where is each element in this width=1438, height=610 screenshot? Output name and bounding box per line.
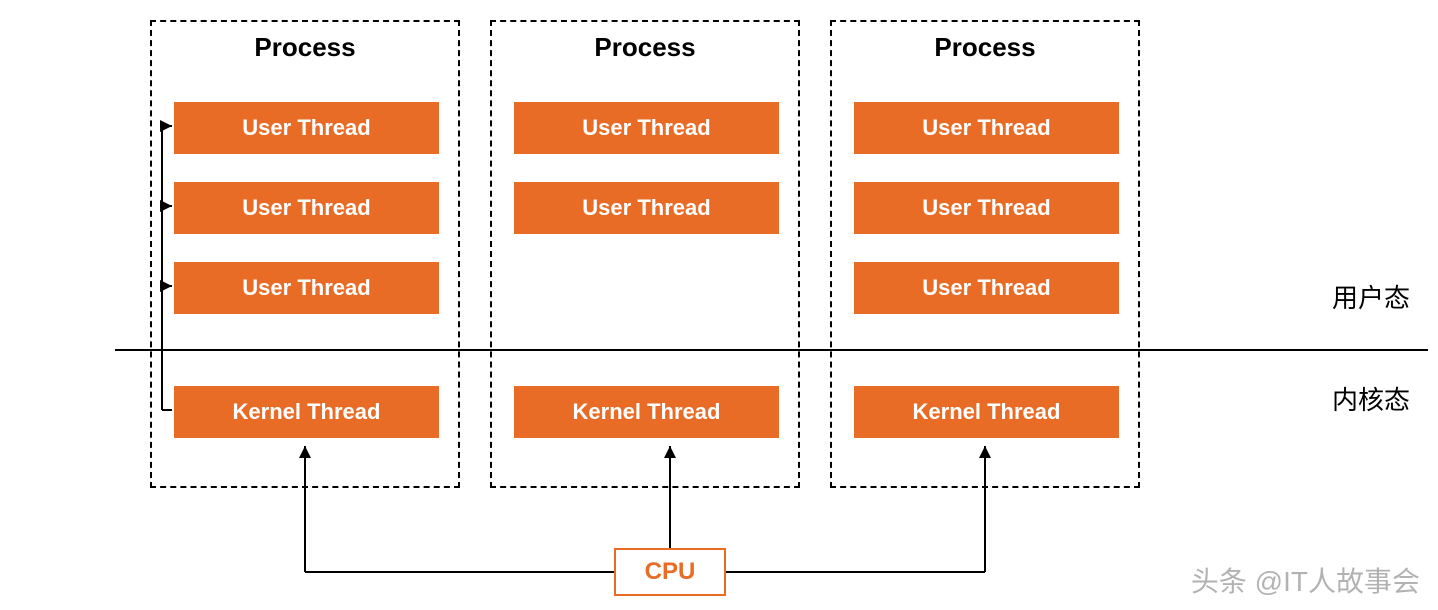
thread-label: User Thread (242, 195, 370, 221)
watermark-text: 头条 @IT人故事会 (1191, 560, 1420, 600)
user-thread-box: User Thread (174, 182, 439, 234)
thread-label: Kernel Thread (233, 399, 381, 425)
kernel-thread-box: Kernel Thread (514, 386, 779, 438)
thread-label: User Thread (922, 195, 1050, 221)
thread-label: User Thread (582, 115, 710, 141)
process-title: Process (507, 32, 783, 63)
user-thread-box: User Thread (854, 182, 1119, 234)
thread-label: User Thread (242, 115, 370, 141)
process-title: Process (847, 32, 1123, 63)
kernel-thread-box: Kernel Thread (854, 386, 1119, 438)
process-box-2: Process User Thread User Thread Kernel T… (490, 20, 800, 488)
cpu-box: CPU (614, 548, 726, 596)
process-box-3: Process User Thread User Thread User Thr… (830, 20, 1140, 488)
process-box-1: Process User Thread User Thread User Thr… (150, 20, 460, 488)
cpu-label: CPU (645, 558, 696, 586)
user-thread-box: User Thread (174, 102, 439, 154)
user-thread-box: User Thread (514, 102, 779, 154)
kernel-thread-box: Kernel Thread (174, 386, 439, 438)
kernel-mode-label: 内核态 (1332, 380, 1410, 417)
thread-label: Kernel Thread (913, 399, 1061, 425)
user-thread-box: User Thread (854, 262, 1119, 314)
thread-label: User Thread (922, 275, 1050, 301)
user-thread-box: User Thread (514, 182, 779, 234)
process-title: Process (167, 32, 443, 63)
thread-label: User Thread (922, 115, 1050, 141)
thread-label: User Thread (242, 275, 370, 301)
thread-label: Kernel Thread (573, 399, 721, 425)
thread-label: User Thread (582, 195, 710, 221)
mode-divider-line (115, 349, 1428, 351)
thread-model-diagram: Process User Thread User Thread User Thr… (0, 0, 1438, 610)
user-mode-label: 用户态 (1332, 278, 1410, 315)
user-thread-box: User Thread (174, 262, 439, 314)
user-thread-box: User Thread (854, 102, 1119, 154)
